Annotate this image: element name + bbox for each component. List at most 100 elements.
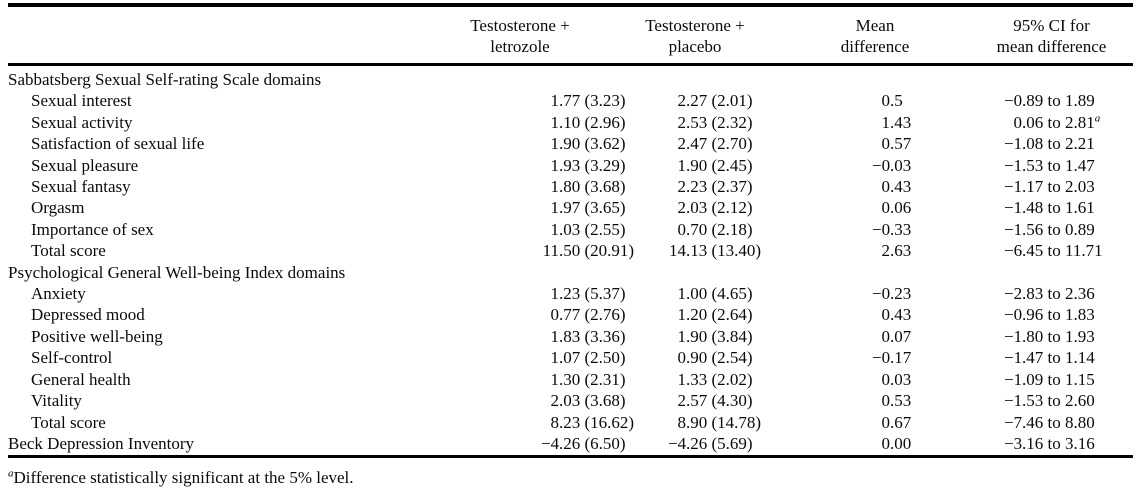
cell-testosterone-placebo: −4.26 (5.69) — [610, 432, 780, 459]
header-testosterone-placebo: Testosterone + placebo — [610, 5, 780, 66]
fraction-part: .90 (3.62) — [559, 134, 626, 154]
data-row: Beck Depression Inventory −4.26 (6.50) −4.… — [8, 432, 1133, 459]
cell-testosterone-placebo: 2.47 (2.70) — [610, 133, 780, 154]
fraction-part: .97 (3.65) — [559, 198, 626, 218]
cell-mean-difference — [780, 65, 970, 91]
row-label: Vitality — [31, 391, 82, 411]
cell-mean-difference: −0.33 — [780, 219, 970, 240]
data-row: Anxiety 1.23 (5.37) 1.00 (4.65) −0.23 −2.83 … — [8, 283, 1133, 304]
cell-testosterone-letrozole: 8.23 (16.62) — [430, 412, 635, 433]
cell-95ci: −1.80 to 1.93 — [970, 326, 1133, 347]
integer-part: 11 — [542, 241, 559, 261]
integer-part: 1 — [550, 369, 560, 389]
fraction-part: .89 to 1.89 — [1022, 91, 1095, 111]
data-row: Positive well-being 1.83 (3.36) 1.90 (3.84… — [8, 326, 1133, 347]
cell-testosterone-placebo: 2.57 (4.30) — [610, 390, 780, 411]
cell-testosterone-placebo: 1.90 (2.45) — [610, 155, 780, 176]
cell-testosterone-placebo: 2.03 (2.12) — [610, 197, 780, 218]
header-line: Testosterone + — [470, 16, 570, 35]
header-row-label — [8, 5, 430, 66]
integer-part: 2 — [677, 91, 687, 111]
integer-part: 1 — [677, 284, 687, 304]
integer-part: 1 — [550, 91, 560, 111]
row-label: Sexual pleasure — [31, 155, 139, 175]
integer-part: 2 — [677, 198, 687, 218]
significance-marker: a — [1094, 112, 1101, 125]
data-row: Importance of sex 1.03 (2.55) 0.70 (2.18) −… — [8, 219, 1133, 240]
integer-part: −1 — [1004, 177, 1023, 197]
data-row: Depressed mood 0.77 (2.76) 1.20 (2.64) 0.43… — [8, 304, 1133, 325]
fraction-part: .08 to 2.21 — [1022, 134, 1095, 154]
row-label: Satisfaction of sexual life — [31, 134, 205, 154]
cell-mean-difference — [780, 262, 970, 283]
fraction-part: .90 (2.45) — [686, 155, 753, 175]
fraction-part: .23 (16.62) — [559, 412, 635, 432]
cell-95ci: −1.47 to 1.14 — [970, 347, 1133, 368]
integer-part: 2 — [677, 112, 687, 132]
cell-testosterone-letrozole: −4.26 (6.50) — [430, 432, 626, 459]
cell-testosterone-letrozole: 1.90 (3.62) — [430, 133, 626, 154]
fraction-part: .33 — [890, 219, 912, 239]
row-label: General health — [31, 369, 131, 389]
results-table: Testosterone + letrozole Testosterone + pl… — [8, 3, 1133, 459]
header-line: placebo — [668, 37, 722, 56]
integer-part: −1 — [1004, 391, 1023, 411]
fraction-part: .53 to 2.60 — [1022, 391, 1095, 411]
fraction-part: .17 to 2.03 — [1022, 177, 1095, 197]
cell-95ci: −1.48 to 1.61 — [970, 197, 1133, 218]
data-row: Sexual activity 1.10 (2.96) 2.53 (2.32) 1.4… — [8, 112, 1133, 133]
cell-mean-difference: 0.57 — [780, 133, 970, 154]
integer-part: 0 — [1013, 112, 1023, 132]
fraction-part: .5 — [890, 91, 903, 111]
data-row: Total score 11.50 (20.91) 14.13 (13.40) 2.6… — [8, 240, 1133, 261]
row-label: Orgasm — [31, 198, 85, 218]
fraction-part: .03 (2.12) — [686, 198, 753, 218]
fraction-part: .45 to 11.71 — [1022, 241, 1103, 261]
fraction-part: .63 — [890, 241, 912, 261]
fraction-part: .03 — [890, 155, 912, 175]
row-label: Total score — [31, 412, 106, 432]
integer-part: 1 — [677, 326, 687, 346]
integer-part: 1 — [550, 348, 560, 368]
fraction-part: .83 to 2.36 — [1022, 284, 1095, 304]
integer-part: −2 — [1004, 284, 1023, 304]
integer-part: 0 — [881, 91, 891, 111]
fraction-part: .90 (14.78) — [686, 412, 762, 432]
fraction-part: .00 (4.65) — [686, 284, 753, 304]
table-body: Sabbatsberg Sexual Self-rating Scale dom… — [8, 65, 1133, 459]
integer-part: −1 — [1004, 348, 1023, 368]
integer-part: 0 — [881, 326, 891, 346]
section-header-row: Psychological General Well-being Index d… — [8, 262, 1133, 283]
integer-part: −1 — [1004, 326, 1023, 346]
integer-part: 1 — [550, 155, 560, 175]
data-row: Self-control 1.07 (2.50) 0.90 (2.54) −0.17−… — [8, 347, 1133, 368]
data-row: Sexual fantasy 1.80 (3.68) 2.23 (2.37) 0.43… — [8, 176, 1133, 197]
data-row: Satisfaction of sexual life 1.90 (3.62) 2.… — [8, 133, 1133, 154]
integer-part: 2 — [677, 134, 687, 154]
header-testosterone-letrozole: Testosterone + letrozole — [430, 5, 610, 66]
row-label: Depressed mood — [31, 305, 145, 325]
cell-testosterone-letrozole: 1.30 (2.31) — [430, 369, 626, 390]
cell-testosterone-letrozole: 1.07 (2.50) — [430, 347, 626, 368]
row-label: Sexual interest — [31, 91, 132, 111]
cell-testosterone-letrozole: 11.50 (20.91) — [430, 240, 634, 261]
data-row: Orgasm 1.97 (3.65) 2.03 (2.12) 0.06 −1.48 to… — [8, 197, 1133, 218]
cell-testosterone-placebo: 0.70 (2.18) — [610, 219, 780, 240]
fraction-part: .47 (2.70) — [686, 134, 753, 154]
integer-part: 1 — [881, 112, 891, 132]
fraction-part: .57 (4.30) — [686, 391, 753, 411]
integer-part: 0 — [881, 177, 891, 197]
integer-part: −0 — [1004, 91, 1023, 111]
cell-testosterone-placebo: 2.53 (2.32) — [610, 112, 780, 133]
cell-testosterone-letrozole: 1.97 (3.65) — [430, 197, 626, 218]
integer-part: 2 — [550, 391, 560, 411]
cell-mean-difference: 0.43 — [780, 304, 970, 325]
cell-testosterone-letrozole: 1.23 (5.37) — [430, 283, 626, 304]
header-line: mean difference — [996, 37, 1107, 56]
fraction-part: .48 to 1.61 — [1022, 198, 1095, 218]
cell-95ci: −1.08 to 2.21 — [970, 133, 1133, 154]
data-row: General health 1.30 (2.31) 1.33 (2.02) 0.03… — [8, 369, 1133, 390]
fraction-part: .17 — [890, 348, 912, 368]
fraction-part: .56 to 0.89 — [1022, 219, 1095, 239]
